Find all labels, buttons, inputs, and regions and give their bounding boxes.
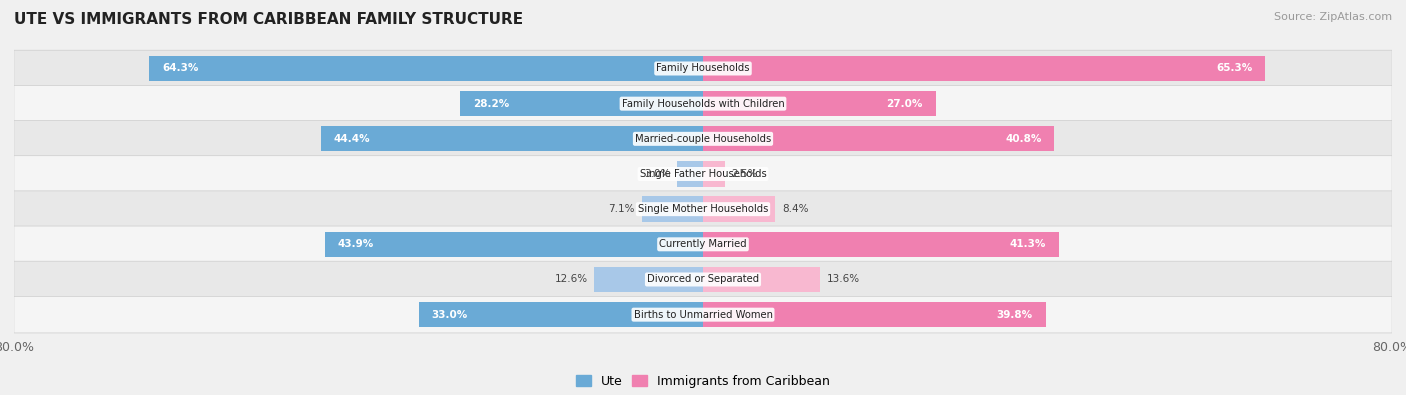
- FancyBboxPatch shape: [14, 296, 1392, 333]
- FancyBboxPatch shape: [14, 226, 1392, 263]
- FancyBboxPatch shape: [14, 191, 1392, 228]
- Bar: [703, 231, 1059, 257]
- Bar: [703, 161, 724, 187]
- Text: 12.6%: 12.6%: [554, 275, 588, 284]
- Text: Births to Unmarried Women: Births to Unmarried Women: [634, 310, 772, 320]
- Text: 27.0%: 27.0%: [886, 99, 922, 109]
- Bar: [595, 267, 703, 292]
- FancyBboxPatch shape: [14, 85, 1392, 122]
- Text: Source: ZipAtlas.com: Source: ZipAtlas.com: [1274, 12, 1392, 22]
- Text: Divorced or Separated: Divorced or Separated: [647, 275, 759, 284]
- Text: 33.0%: 33.0%: [432, 310, 468, 320]
- Bar: [703, 196, 775, 222]
- Bar: [149, 56, 703, 81]
- Bar: [643, 196, 703, 222]
- Text: 43.9%: 43.9%: [337, 239, 374, 249]
- Text: 28.2%: 28.2%: [472, 99, 509, 109]
- Bar: [325, 231, 703, 257]
- Text: 41.3%: 41.3%: [1010, 239, 1046, 249]
- Text: 2.5%: 2.5%: [731, 169, 758, 179]
- Text: 64.3%: 64.3%: [162, 64, 198, 73]
- Text: Single Mother Households: Single Mother Households: [638, 204, 768, 214]
- Text: 7.1%: 7.1%: [609, 204, 636, 214]
- Text: 40.8%: 40.8%: [1005, 134, 1042, 144]
- Text: Currently Married: Currently Married: [659, 239, 747, 249]
- Text: 8.4%: 8.4%: [782, 204, 808, 214]
- FancyBboxPatch shape: [14, 120, 1392, 157]
- Text: Family Households: Family Households: [657, 64, 749, 73]
- Bar: [419, 302, 703, 327]
- Bar: [703, 56, 1265, 81]
- Text: Married-couple Households: Married-couple Households: [636, 134, 770, 144]
- FancyBboxPatch shape: [14, 50, 1392, 87]
- Legend: Ute, Immigrants from Caribbean: Ute, Immigrants from Caribbean: [571, 370, 835, 393]
- Bar: [321, 126, 703, 152]
- Bar: [703, 302, 1046, 327]
- Text: 13.6%: 13.6%: [827, 275, 860, 284]
- Bar: [703, 126, 1054, 152]
- Text: Family Households with Children: Family Households with Children: [621, 99, 785, 109]
- Bar: [703, 91, 935, 116]
- Text: UTE VS IMMIGRANTS FROM CARIBBEAN FAMILY STRUCTURE: UTE VS IMMIGRANTS FROM CARIBBEAN FAMILY …: [14, 12, 523, 27]
- FancyBboxPatch shape: [14, 261, 1392, 298]
- Text: Single Father Households: Single Father Households: [640, 169, 766, 179]
- Text: 65.3%: 65.3%: [1216, 64, 1253, 73]
- Text: 39.8%: 39.8%: [997, 310, 1033, 320]
- FancyBboxPatch shape: [14, 156, 1392, 192]
- Text: 3.0%: 3.0%: [644, 169, 671, 179]
- Text: 44.4%: 44.4%: [333, 134, 370, 144]
- Bar: [703, 267, 820, 292]
- Bar: [678, 161, 703, 187]
- Bar: [460, 91, 703, 116]
